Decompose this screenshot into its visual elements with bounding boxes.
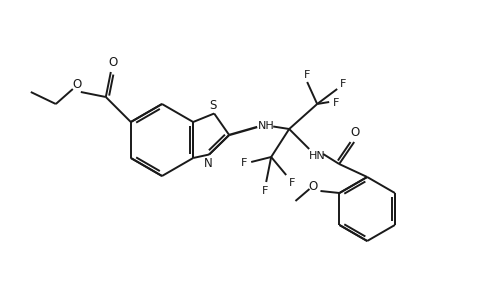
- Text: F: F: [304, 70, 310, 80]
- Text: F: F: [240, 158, 247, 168]
- Text: F: F: [332, 98, 339, 108]
- Text: NH: NH: [258, 121, 274, 131]
- Text: O: O: [108, 56, 117, 69]
- Text: O: O: [350, 126, 359, 139]
- Text: N: N: [203, 157, 212, 170]
- Text: F: F: [289, 178, 295, 188]
- Text: S: S: [209, 99, 216, 112]
- Text: O: O: [72, 77, 81, 90]
- Text: F: F: [262, 186, 268, 196]
- Text: O: O: [308, 179, 318, 192]
- Text: F: F: [339, 79, 346, 89]
- Text: HN: HN: [308, 151, 325, 161]
